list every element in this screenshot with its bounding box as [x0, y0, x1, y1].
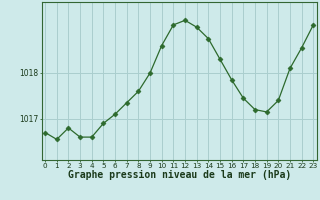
- X-axis label: Graphe pression niveau de la mer (hPa): Graphe pression niveau de la mer (hPa): [68, 170, 291, 180]
